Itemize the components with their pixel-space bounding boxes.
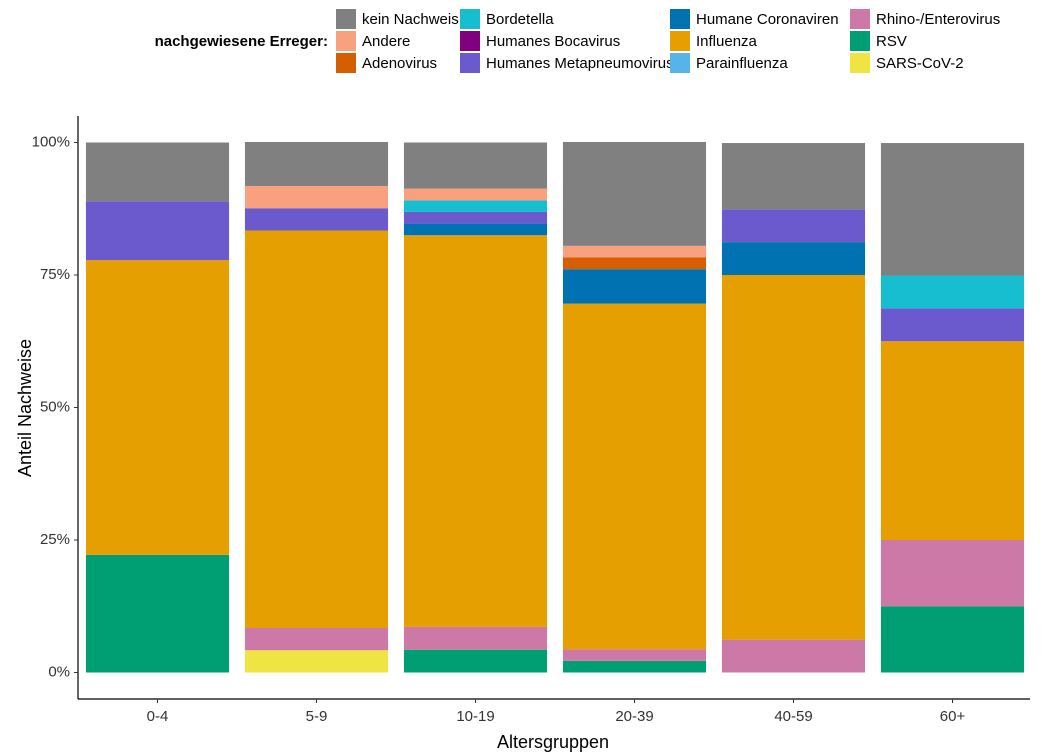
legend-label: Bordetella	[486, 11, 554, 28]
bar-segment	[85, 201, 230, 261]
bar-segment	[562, 245, 707, 258]
y-tick-label: 25%	[40, 531, 70, 548]
x-tick-label: 40-59	[774, 708, 812, 725]
bar-segment	[562, 257, 707, 270]
bar-segment	[562, 660, 707, 673]
legend-key	[460, 31, 480, 51]
bar-segment	[562, 649, 707, 661]
legend-key	[460, 53, 480, 73]
x-tick-label: 60+	[940, 708, 966, 725]
bar-segment	[721, 209, 866, 243]
bar-segment	[562, 303, 707, 650]
bar-segment	[244, 141, 389, 186]
legend-label: kein Nachweis	[362, 11, 459, 28]
legend-label: Humanes Bocavirus	[486, 33, 620, 50]
legend-key	[850, 31, 870, 51]
legend-title: nachgewiesene Erreger:	[155, 33, 328, 50]
bar-segment	[403, 235, 548, 627]
bar-segment	[244, 208, 389, 231]
bar-segment	[880, 275, 1025, 309]
bar-segment	[85, 260, 230, 555]
y-tick-label: 100%	[32, 133, 70, 150]
legend-label: Parainfluenza	[696, 55, 788, 72]
bar-segment	[403, 626, 548, 650]
legend-label: Andere	[362, 33, 410, 50]
x-tick-label: 5-9	[306, 708, 328, 725]
y-tick-label: 0%	[48, 663, 70, 680]
legend-key	[336, 31, 356, 51]
bar-segment	[244, 650, 389, 673]
legend-label: RSV	[876, 33, 907, 50]
bar-segment	[562, 269, 707, 304]
bar-segment	[880, 540, 1025, 607]
bar-segment	[880, 143, 1025, 276]
legend-key	[460, 9, 480, 29]
bar-segment	[244, 230, 389, 628]
bar-segment	[244, 627, 389, 651]
bar-segment	[403, 649, 548, 673]
legend-key	[670, 53, 690, 73]
bar-segment	[244, 185, 389, 209]
bar-segment	[880, 308, 1025, 342]
bar-segment	[562, 141, 707, 246]
bar-segment	[721, 242, 866, 275]
x-tick-label: 20-39	[615, 708, 653, 725]
bar-segment	[403, 142, 548, 189]
x-tick-label: 0-4	[147, 708, 169, 725]
legend-label: Influenza	[696, 33, 758, 50]
legend-key	[670, 31, 690, 51]
bar-segment	[85, 554, 230, 673]
legend-key	[850, 9, 870, 29]
bar-segment	[85, 142, 230, 202]
bar-segment	[403, 211, 548, 224]
legend-key	[850, 53, 870, 73]
legend-label: Humanes Metapneumovirus	[486, 55, 674, 72]
bar-segment	[403, 223, 548, 236]
y-tick-label: 50%	[40, 398, 70, 415]
y-axis-title: Anteil Nachweise	[15, 339, 35, 477]
y-tick-label: 75%	[40, 266, 70, 283]
bar-segment	[880, 341, 1025, 540]
bar-segment	[721, 639, 866, 673]
legend-label: Rhino-/Enterovirus	[876, 11, 1000, 28]
bar-segment	[403, 200, 548, 212]
x-tick-label: 10-19	[456, 708, 494, 725]
bar-segment	[403, 188, 548, 201]
legend-label: Humane Coronaviren	[696, 11, 839, 28]
legend-label: SARS-CoV-2	[876, 55, 964, 72]
x-axis-title: Altersgruppen	[497, 732, 609, 752]
legend-key	[336, 53, 356, 73]
bar-segment	[880, 606, 1025, 673]
legend-label: Adenovirus	[362, 55, 437, 72]
legend-key	[336, 9, 356, 29]
legend-key	[670, 9, 690, 29]
bar-segment	[721, 275, 866, 640]
bar-segment	[721, 143, 866, 210]
